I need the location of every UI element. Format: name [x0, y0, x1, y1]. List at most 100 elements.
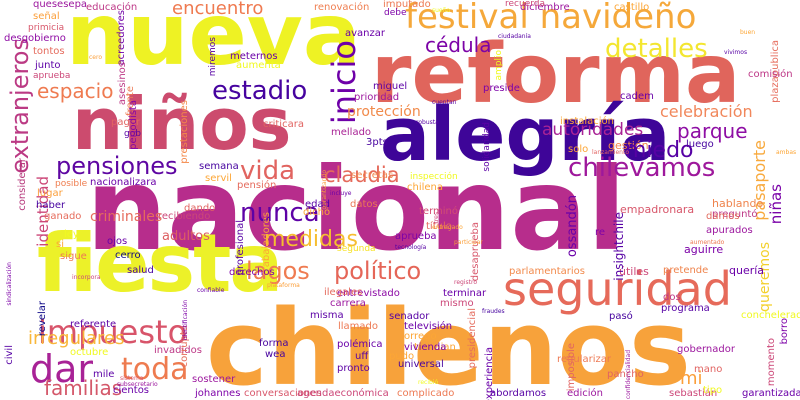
cloud-word: gob — [124, 129, 141, 139]
cloud-word: incorpora — [72, 274, 101, 281]
cloud-word: debe — [384, 8, 407, 18]
cloud-word: imposible — [566, 343, 577, 392]
cloud-word: forma — [259, 338, 289, 349]
cloud-word: conversaciones — [244, 388, 322, 399]
cloud-word: trabajan — [414, 342, 456, 353]
cloud-word: criticara — [263, 119, 304, 130]
cloud-word: parlamentarios — [509, 266, 585, 277]
cloud-word: referente — [70, 319, 117, 330]
cloud-word: secretas — [351, 170, 394, 181]
cloud-word: empadronara — [620, 203, 695, 216]
cloud-word: pagar — [111, 117, 141, 128]
cloud-word: regularizar — [557, 354, 612, 365]
cloud-word: damos — [706, 211, 740, 222]
cloud-word: útiles — [619, 265, 649, 278]
cloud-word: buen — [740, 29, 756, 36]
cloud-word: abordamos — [490, 388, 547, 399]
cloud-word: gestión — [608, 139, 649, 152]
cloud-word: servil — [205, 173, 232, 184]
cloud-word: segunda — [337, 244, 376, 254]
cloud-word: vida — [240, 156, 296, 186]
cloud-word: carrera — [330, 298, 366, 309]
cloud-word: ciudadanía — [498, 33, 531, 40]
cloud-word: si — [56, 239, 64, 250]
cloud-word: ambas — [776, 149, 797, 156]
cloud-word: aguirre — [684, 243, 724, 256]
cloud-word: ilegales — [324, 287, 363, 298]
cloud-word: sueño — [432, 7, 451, 14]
cloud-word: re — [595, 227, 606, 238]
cloud-word: cadem — [620, 91, 654, 102]
cloud-word: semana — [199, 161, 239, 172]
cloud-word: registro — [454, 279, 477, 286]
cloud-word: recibió — [418, 379, 439, 386]
cloud-word: robusta — [416, 119, 439, 126]
cloud-word: detalles — [605, 34, 708, 64]
cloud-word: experiencia — [484, 347, 495, 400]
cloud-word: sebastián — [669, 388, 718, 399]
cloud-word: civil — [4, 345, 15, 365]
cloud-word: dando — [184, 203, 216, 214]
cloud-word: haber — [36, 200, 66, 211]
cloud-word: pronto — [337, 363, 370, 374]
cloud-word: salud — [127, 265, 154, 276]
cloud-word: datos — [350, 199, 378, 210]
cloud-word: impuesto — [38, 313, 188, 351]
cloud-word: criminales — [90, 209, 163, 225]
cloud-word: entrevistado — [337, 288, 400, 299]
cloud-word: televisión — [404, 321, 453, 332]
cloud-word: diciembre — [520, 2, 570, 13]
cloud-word: revelar — [37, 301, 48, 337]
cloud-word: tontos — [33, 46, 65, 57]
cloud-word: político — [334, 257, 422, 285]
cloud-word: dicho — [303, 207, 331, 218]
cloud-word: celebración — [660, 102, 753, 121]
cloud-word: mano — [694, 364, 723, 375]
cloud-word: edición — [567, 388, 604, 399]
cloud-word: mile — [93, 369, 115, 380]
cloud-word: considerar — [17, 158, 28, 211]
cloud-word: presidencial — [467, 308, 478, 369]
cloud-word: imputado — [383, 0, 431, 10]
cloud-word: programa — [661, 303, 710, 314]
cloud-word: parque — [677, 119, 748, 143]
cloud-word: miremos — [208, 37, 218, 77]
cloud-word: miguel — [373, 81, 408, 92]
cloud-word: aumentado — [690, 239, 725, 246]
cloud-word: encuentro — [172, 0, 264, 19]
cloud-word: chilenos — [206, 287, 691, 400]
cloud-word: derechos — [229, 267, 275, 278]
cloud-word: comisión — [748, 69, 793, 80]
cloud-word: borro — [779, 318, 790, 345]
cloud-word: wea — [265, 349, 286, 360]
cloud-word: mellado — [331, 127, 372, 138]
cloud-word: familias — [44, 376, 123, 400]
cloud-word: cédula — [425, 33, 492, 57]
cloud-word: instalación — [560, 116, 615, 127]
cloud-word: espacio — [37, 79, 114, 103]
cloud-word: preguntó — [712, 209, 758, 220]
cloud-word: inspección — [410, 172, 458, 182]
cloud-word: cientos — [113, 385, 150, 396]
cloud-word: irregulares — [28, 328, 125, 349]
cloud-word: confidencialidad — [625, 350, 632, 400]
cloud-word: aprueba — [33, 71, 71, 81]
cloud-word: vivienda — [404, 342, 447, 353]
cloud-word: dar — [30, 347, 94, 391]
cloud-word: agendaeconómica — [297, 388, 389, 399]
cloud-word: orrego — [404, 331, 437, 342]
cloud-word: quería — [729, 264, 765, 277]
cloud-word: pudo — [389, 351, 415, 362]
cloud-word: garantizada — [742, 388, 800, 399]
cloud-word: claudia — [324, 163, 400, 187]
cloud-word: chilevamos — [568, 153, 716, 183]
cloud-word: educación — [86, 2, 138, 13]
cloud-word: confiable — [197, 287, 225, 294]
cloud-word: cerro — [115, 250, 141, 261]
cloud-word: medidas — [264, 227, 358, 252]
cloud-word: toda — [121, 352, 189, 387]
cloud-word: preside — [483, 83, 520, 94]
cloud-word: mismo — [440, 298, 474, 309]
cloud-word: solo — [568, 144, 589, 155]
